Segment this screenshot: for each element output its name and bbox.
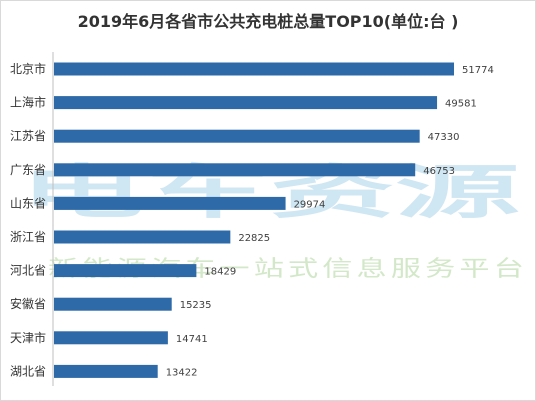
category-label: 山东省	[10, 196, 46, 210]
bar	[54, 62, 454, 76]
data-label: 51774	[462, 65, 494, 76]
bar	[54, 230, 231, 244]
data-label: 46753	[423, 166, 455, 177]
bar	[54, 331, 168, 345]
data-label: 47330	[428, 132, 460, 143]
bar	[54, 264, 197, 278]
data-label: 49581	[445, 99, 477, 110]
category-label: 浙江省	[10, 230, 46, 244]
bar	[54, 129, 420, 143]
bars-group: 北京市 51774 上海市 49581 江苏省 47330 广东省 46753 山东省 29974…	[10, 61, 494, 378]
category-label: 河北省	[10, 264, 46, 278]
category-label: 江苏省	[10, 129, 46, 143]
category-label: 安徽省	[10, 296, 46, 311]
category-label: 广东省	[10, 163, 46, 177]
chart-title: 2019年6月各省市公共充电桩总量TOP10(单位:台 )	[77, 12, 459, 31]
data-label: 14741	[176, 334, 208, 345]
bar	[54, 364, 158, 378]
data-label: 15235	[180, 300, 212, 311]
bar	[54, 297, 172, 311]
data-label: 29974	[294, 199, 326, 210]
bar	[54, 163, 416, 177]
bar	[54, 196, 286, 210]
bar	[54, 96, 438, 110]
category-label: 上海市	[10, 95, 46, 110]
category-label: 北京市	[10, 61, 46, 76]
data-label: 18429	[204, 267, 236, 278]
category-label: 天津市	[10, 330, 46, 345]
data-label: 13422	[166, 367, 198, 378]
category-label: 湖北省	[10, 363, 46, 378]
data-label: 22825	[238, 233, 270, 244]
